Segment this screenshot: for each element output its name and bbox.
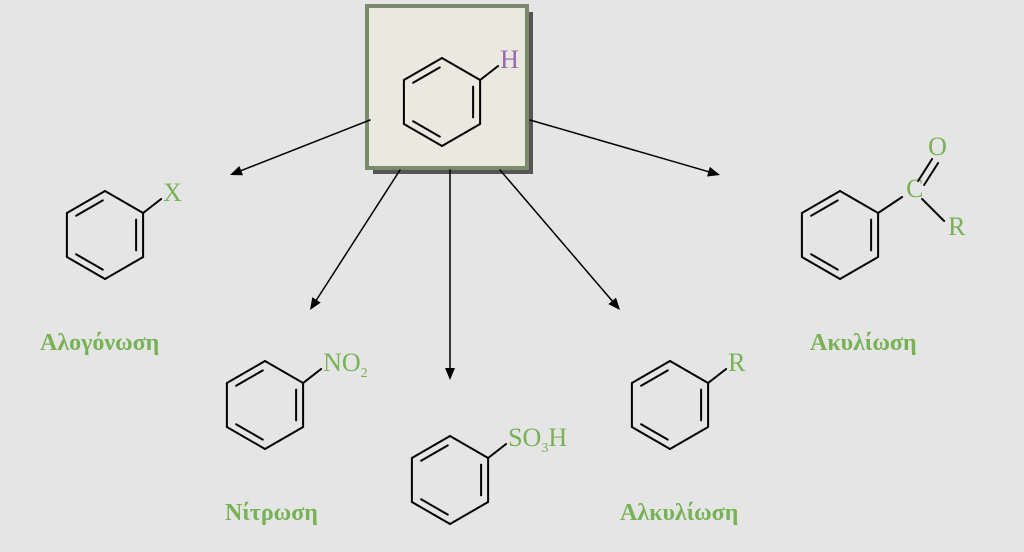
label-halogenation: Αλογόνωση bbox=[40, 330, 159, 357]
svg-text:SO3H: SO3H bbox=[508, 423, 567, 456]
svg-text:R: R bbox=[948, 212, 966, 241]
svg-text:X: X bbox=[163, 178, 182, 207]
svg-text:O: O bbox=[928, 132, 947, 161]
svg-text:H: H bbox=[500, 45, 519, 74]
svg-text:R: R bbox=[728, 348, 746, 377]
reaction-diagram: HXNO2SO3HRCOR bbox=[0, 0, 1024, 552]
svg-text:NO2: NO2 bbox=[323, 348, 368, 381]
label-nitration: Νίτρωση bbox=[225, 500, 318, 527]
label-alkylation: Αλκυλίωση bbox=[620, 500, 738, 527]
label-acylation: Ακυλίωση bbox=[810, 330, 917, 357]
